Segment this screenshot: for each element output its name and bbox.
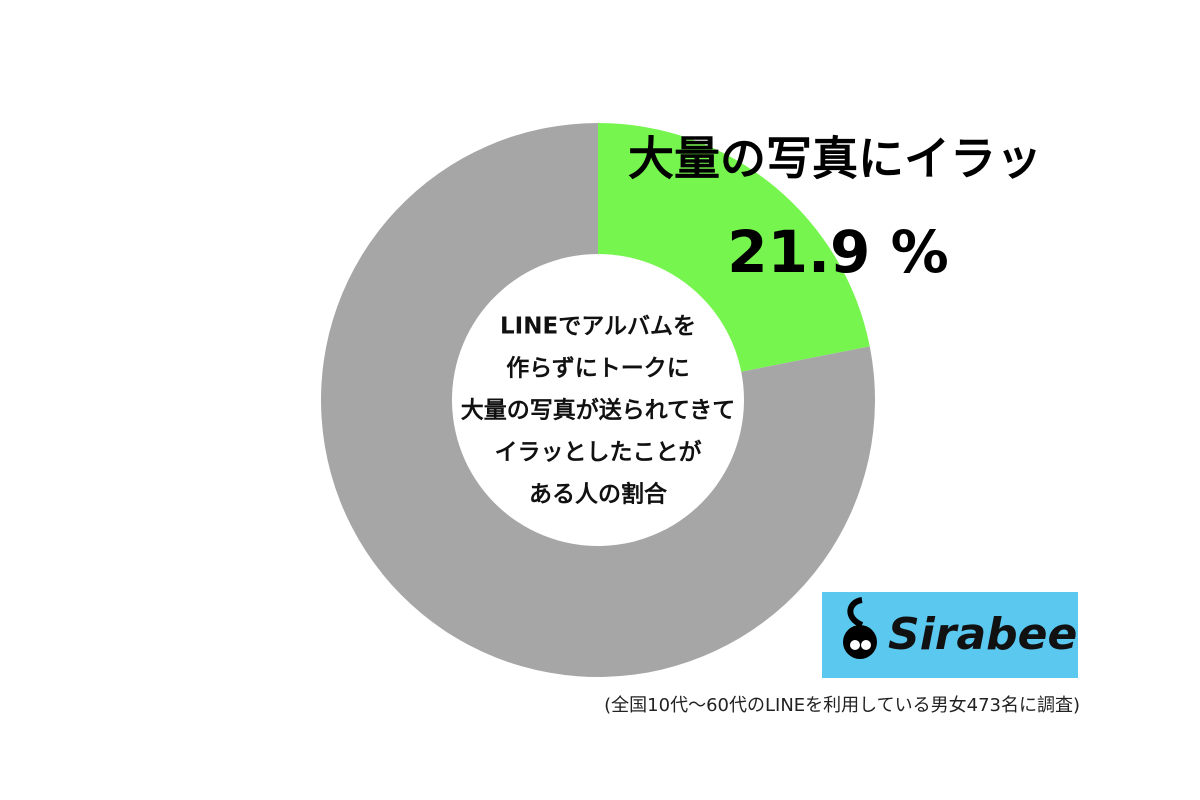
footnote: (全国10代〜60代のLINEを利用している男女473名に調査) xyxy=(604,695,1080,716)
slice xyxy=(598,123,870,372)
center-text: ある人の割合 xyxy=(529,481,668,508)
center-text: 大量の写真が送られてきて xyxy=(461,397,736,424)
center-text: LINEでアルバムを xyxy=(500,314,696,340)
logo-icon xyxy=(843,597,877,659)
slices xyxy=(320,123,875,678)
value-label: 21.9 % xyxy=(727,218,948,286)
center-text: イラッとしたことが xyxy=(495,439,702,466)
slice-label: 大量の写真にイラッ xyxy=(628,132,1042,186)
center-text: 作らずにトークに xyxy=(506,356,690,382)
logo-text: Sirabee xyxy=(888,609,1077,660)
slice xyxy=(320,123,875,678)
